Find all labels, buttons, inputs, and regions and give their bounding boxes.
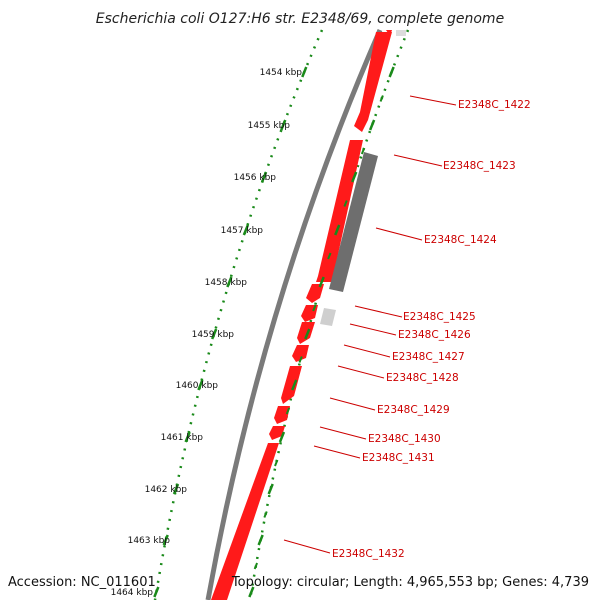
gene-arrow (274, 406, 290, 424)
gene-label: E2348C_1431 (362, 452, 435, 464)
ruler-label: 1457 kbp (221, 226, 264, 236)
ruler-labels: 1454 kbp 1455 kbp 1456 kbp 1457 kbp 1458… (111, 68, 303, 598)
ruler-tick (162, 534, 169, 546)
ruler-tick (226, 276, 233, 288)
ruler-tick (298, 356, 303, 363)
ruler-tick (242, 224, 250, 236)
ruler-tick (379, 95, 384, 102)
ruler-tick (318, 276, 325, 288)
ruler-tick (280, 119, 287, 131)
ruler-label: 1456 kbp (234, 173, 277, 183)
ruler-label: 1463 kbp (128, 536, 171, 546)
leader-line (409, 95, 457, 106)
ruler-tick (197, 379, 204, 391)
ruler-tick (360, 147, 366, 155)
ruler-tick (291, 379, 298, 391)
ruler-label: 1459 kbp (192, 330, 235, 340)
gene-label: E2348C_1423 (443, 160, 516, 172)
ruler-tick (388, 66, 395, 78)
gene-labels: E2348C_1422 E2348C_1423 E2348C_1424 E234… (332, 99, 531, 560)
ruler-tick (334, 224, 341, 236)
gene-arrow (292, 345, 309, 362)
gene-label: E2348C_1422 (458, 99, 531, 111)
ruler-label: 1462 kbp (145, 485, 188, 495)
gene-label: E2348C_1426 (398, 329, 471, 341)
ruler-tick (263, 511, 268, 518)
gene-arrow (306, 284, 324, 303)
map-title: Escherichia coli O127:H6 str. E2348/69, … (96, 11, 504, 27)
gene-features (211, 32, 392, 600)
ruler-tick (368, 119, 376, 131)
leader-line (337, 365, 385, 379)
genome-backbone (205, 28, 383, 600)
accession-text: Accession: NC_011601 (8, 575, 156, 590)
ruler-tick (301, 66, 308, 78)
gene-arrow (316, 140, 363, 282)
leader-line (343, 344, 391, 358)
ruler-tick (343, 200, 348, 207)
gene-label: E2348C_1425 (403, 311, 476, 323)
ruler-label: 1461 kbp (161, 433, 204, 443)
grey-features (320, 152, 378, 326)
gene-label: E2348C_1424 (424, 234, 497, 246)
ruler-label: 1455 kbp (248, 121, 291, 131)
ruler-tick (210, 328, 218, 340)
leader-line (354, 305, 403, 318)
ruler-tick (312, 304, 317, 312)
ruler-label: 1458 kbp (205, 278, 248, 288)
ruler-tick (304, 328, 311, 340)
ruler-tick (260, 171, 268, 183)
gene-label-leaders (283, 95, 457, 554)
ruler-track-outer (153, 29, 324, 600)
ruler-tick (253, 562, 258, 570)
ruler-ticks (153, 66, 395, 598)
gene-label: E2348C_1427 (392, 351, 465, 363)
leader-line (313, 445, 361, 459)
leader-line (319, 426, 367, 440)
gene-label: E2348C_1428 (386, 372, 459, 384)
gene-arrow (269, 426, 285, 440)
gene-arrow (297, 322, 315, 344)
leader-line (329, 397, 376, 411)
ruler-track-inner (248, 29, 410, 600)
ruler-tick (172, 483, 180, 495)
ruler-label: 1464 kbp (111, 588, 154, 598)
ruler-tick (267, 483, 274, 495)
gene-arrow (354, 32, 392, 132)
leader-line (375, 227, 423, 241)
gene-label: E2348C_1429 (377, 404, 450, 416)
ruler-tick (278, 431, 286, 443)
ruler-tick (257, 534, 264, 546)
ruler-tick (351, 171, 358, 183)
leader-line (349, 323, 397, 336)
gene-label: E2348C_1430 (368, 433, 441, 445)
gene-arrow (281, 366, 302, 404)
gene-label: E2348C_1432 (332, 548, 405, 560)
genome-summary-text: Topology: circular; Length: 4,965,553 bp… (231, 575, 589, 590)
leader-line (393, 154, 443, 167)
gene-arrow (211, 443, 279, 600)
leader-line (283, 539, 331, 554)
ruler-tick (248, 586, 255, 598)
ruler-tick (327, 252, 332, 260)
ruler-tick (184, 431, 191, 443)
ruler-tick (274, 459, 279, 467)
ruler-label: 1454 kbp (260, 68, 303, 78)
ruler-tick (153, 586, 160, 598)
ruler-tick (285, 407, 291, 415)
ruler-label: 1460 kbp (176, 381, 219, 391)
